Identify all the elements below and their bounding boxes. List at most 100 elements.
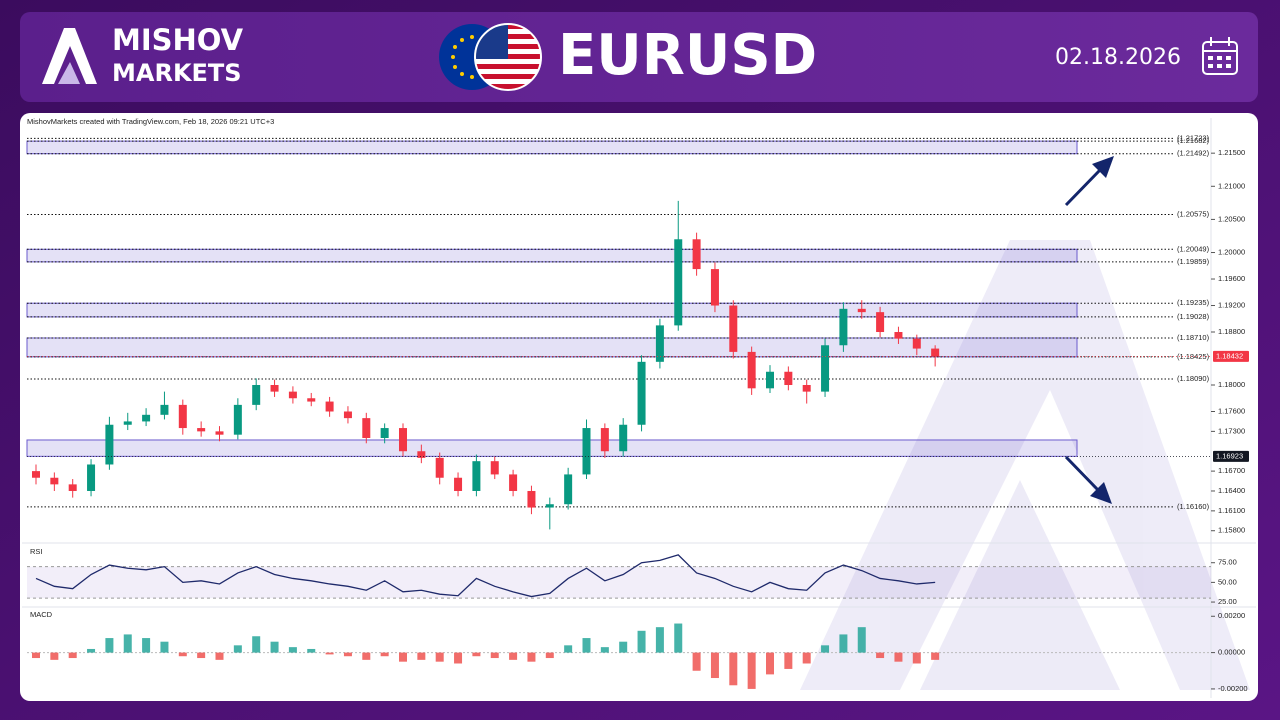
arrows: [1064, 156, 1114, 504]
flag-ring: [474, 23, 542, 91]
candle-body: [747, 351, 756, 389]
macd-bar: [123, 634, 132, 653]
y-tick-label: 1.18800: [1218, 327, 1245, 336]
candle-body: [454, 477, 463, 491]
macd-bar: [343, 652, 352, 657]
macd-bar: [32, 652, 40, 659]
level-label: (1.19028): [1177, 312, 1210, 321]
macd-bar: [142, 638, 151, 653]
macd-bar: [912, 652, 921, 664]
zone: [26, 248, 1078, 263]
macd-bar: [435, 652, 444, 662]
macd-bar: [288, 647, 297, 653]
candle-body: [417, 451, 426, 458]
candle-body: [252, 385, 261, 405]
candle-body: [509, 474, 518, 491]
candle-body: [582, 428, 591, 475]
level-label: (1.18090): [1177, 374, 1210, 383]
macd-bar: [417, 652, 426, 660]
candle-body: [343, 411, 352, 419]
candle-body: [105, 424, 114, 465]
macd-bar: [197, 652, 206, 659]
candle-body: [472, 461, 481, 491]
macd-bar: [692, 652, 701, 671]
y-tick-label: 1.20500: [1218, 214, 1245, 223]
macd-bar: [747, 652, 756, 689]
level-label: (1.16160): [1177, 502, 1210, 511]
macd-bar: [215, 652, 224, 660]
candle-body: [362, 418, 371, 438]
candle-body: [32, 471, 40, 478]
candle-body: [655, 325, 664, 362]
annotation: MishovMarkets created with TradingView.c…: [27, 117, 274, 126]
y-tick-label: -0.00200: [1218, 684, 1248, 693]
candle-body: [710, 269, 719, 306]
candle-body: [839, 308, 848, 346]
candle-body: [490, 461, 499, 475]
y-tick-label: 1.16100: [1218, 506, 1245, 515]
candle-body: [160, 404, 169, 415]
candle-body: [802, 385, 811, 392]
macd-bar: [399, 652, 407, 662]
macd-bar: [931, 652, 940, 660]
level-label: (1.19235): [1177, 298, 1210, 307]
candle-body: [564, 474, 573, 505]
candle-body: [931, 348, 940, 357]
macd-bar: [472, 652, 481, 657]
candle-body: [270, 385, 279, 392]
candle-body: [50, 477, 59, 485]
y-tick-label: 1.18000: [1218, 380, 1245, 389]
y-tick-label: 1.19600: [1218, 274, 1245, 283]
y-tick-label: 1.21000: [1218, 181, 1245, 190]
rsi-line: [35, 554, 936, 598]
macd-bar: [307, 648, 316, 653]
candle-body: [766, 371, 774, 389]
candle-body: [307, 398, 316, 402]
level-label: (1.21682): [1177, 136, 1210, 145]
price-tag: [1213, 350, 1249, 362]
header-title: EURUSD: [558, 23, 817, 88]
macd-bar: [87, 648, 96, 653]
macd-bar: [490, 652, 499, 659]
y-tick-label: 1.19200: [1218, 301, 1245, 310]
macd-bar: [619, 641, 628, 653]
candle-body: [637, 361, 646, 425]
macd-bar: [252, 636, 261, 653]
macd-bar: [178, 652, 187, 657]
macd-bar: [894, 652, 903, 662]
zone: [26, 302, 1078, 318]
macd-bar: [766, 652, 774, 675]
y-tick-label: 1.15800: [1218, 526, 1245, 535]
zone: [26, 439, 1078, 457]
macd-bar: [729, 652, 738, 686]
macd-bar: [380, 652, 389, 657]
price-tag-label: 1.16923: [1216, 451, 1243, 460]
candle-body: [894, 332, 903, 339]
candle-body: [729, 305, 738, 352]
candle-body: [399, 428, 407, 452]
candle-body: [325, 401, 334, 412]
macd-bar: [362, 652, 371, 660]
candle-body: [821, 345, 830, 392]
macd-bar: [270, 641, 279, 653]
candle-body: [674, 239, 683, 326]
level-label: (1.21723): [1177, 133, 1210, 142]
panel-title: MACD: [30, 610, 53, 619]
candle-body: [545, 504, 554, 508]
candle-body: [142, 414, 151, 422]
candle-body: [123, 421, 132, 425]
price-tag-label: 1.18432: [1216, 351, 1243, 360]
candle-body: [215, 431, 224, 435]
rsi-band: [27, 566, 1211, 599]
y-tick-label: 1.17300: [1218, 426, 1245, 435]
macd-bar: [637, 630, 646, 653]
candle-body: [876, 312, 885, 333]
zone: [26, 140, 1078, 155]
macd-bar: [710, 652, 719, 679]
macd-bar: [509, 652, 518, 660]
brand-line2: MARKETS: [112, 59, 242, 87]
macd-bar: [564, 645, 573, 653]
candle-body: [857, 308, 866, 313]
candle-body: [233, 404, 242, 435]
